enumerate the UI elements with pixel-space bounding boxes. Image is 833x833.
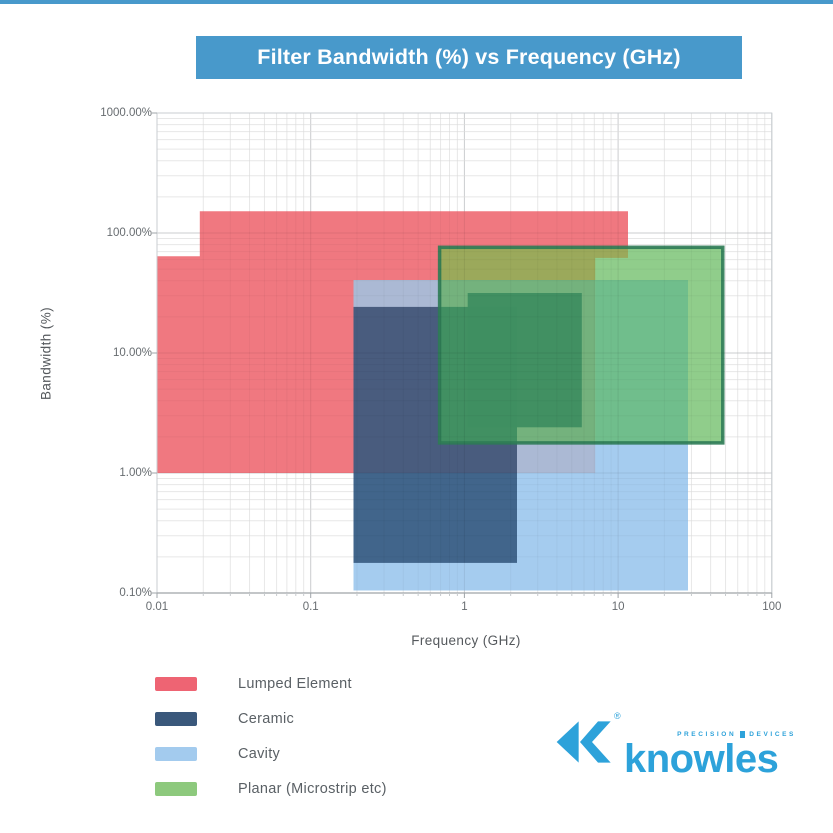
legend-item: Cavity — [155, 736, 387, 771]
legend-swatch — [155, 781, 197, 796]
chart-title: Filter Bandwidth (%) vs Frequency (GHz) — [257, 45, 681, 69]
planar-border — [437, 245, 725, 445]
chart-title-banner: Filter Bandwidth (%) vs Frequency (GHz) — [196, 36, 742, 79]
x-tick-label: 10 — [611, 601, 625, 613]
legend-label: Lumped Element — [238, 675, 352, 692]
tagline-separator-square — [740, 731, 746, 738]
y-axis-title: Bandwidth (%) — [38, 307, 54, 400]
logo-wordmark: knowles — [624, 737, 779, 781]
logo-wordblock: PRECISION DEVICES knowles — [624, 730, 796, 779]
legend-swatch — [155, 746, 197, 761]
ceramic-region — [353, 473, 517, 563]
x-tick-label: 1 — [461, 601, 468, 613]
y-tick-label: 10.00% — [112, 346, 152, 359]
tagline-precision: PRECISION — [677, 731, 737, 738]
planar-inner-region — [467, 293, 582, 428]
x-tick-label: 0.01 — [145, 601, 169, 613]
planar-over-lumped-upper — [439, 247, 628, 258]
legend-label: Planar (Microstrip etc) — [238, 780, 387, 797]
legend: Lumped Element Ceramic Cavity Planar (Mi… — [155, 666, 387, 806]
y-tick-label: 1000.00% — [100, 106, 152, 119]
y-tick-label: 100.00% — [106, 226, 152, 239]
knowles-logo: ® PRECISION DEVICES knowles — [556, 708, 796, 779]
y-tick-label: 1.00% — [119, 466, 152, 479]
x-tick-label: 100 — [762, 601, 782, 613]
legend-label: Cavity — [238, 745, 281, 762]
axis-ticks — [152, 112, 773, 598]
y-tick-label: 0.10% — [119, 586, 152, 599]
planar-over-cavity — [595, 280, 688, 443]
x-tick-label: 0.1 — [302, 601, 319, 613]
filter-regions — [157, 211, 725, 591]
tagline-devices: DEVICES — [749, 731, 796, 738]
logo-tagline: PRECISION DEVICES — [624, 730, 796, 739]
legend-swatch — [155, 711, 197, 726]
registered-trademark: ® — [614, 711, 621, 721]
legend-item: Ceramic — [155, 701, 387, 736]
planar-over-lumped-lower — [439, 257, 596, 280]
top-accent-bar — [0, 0, 833, 4]
gridlines-overlay — [156, 112, 773, 594]
knowles-mark-icon — [556, 721, 611, 763]
legend-label: Ceramic — [238, 710, 295, 727]
legend-swatch — [155, 676, 197, 691]
legend-item: Lumped Element — [155, 666, 387, 701]
legend-item: Planar (Microstrip etc) — [155, 771, 387, 806]
plot-area — [152, 112, 773, 598]
x-axis-title: Frequency (GHz) — [411, 633, 521, 648]
